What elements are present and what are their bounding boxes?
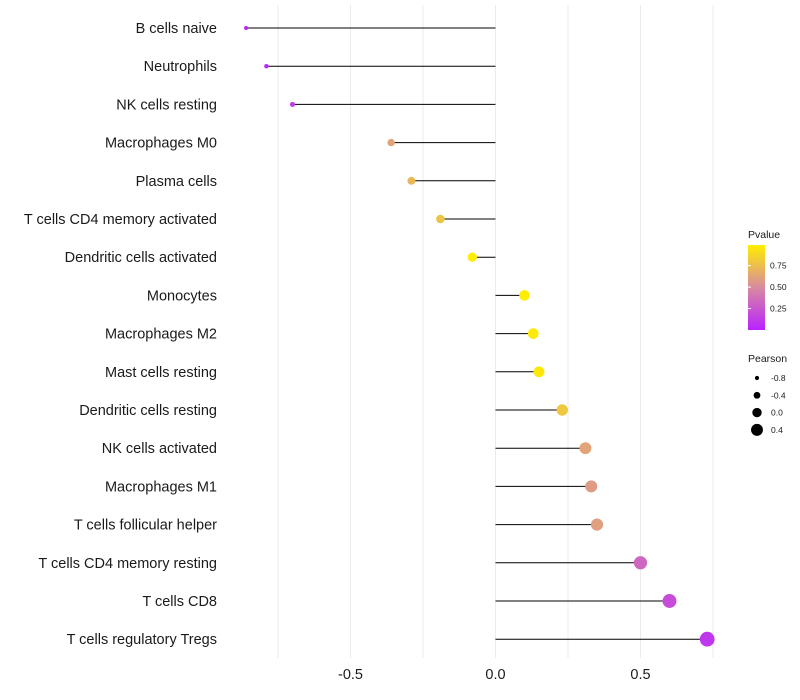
data-point: [585, 480, 598, 493]
data-point: [579, 442, 592, 455]
category-label: NK cells activated: [102, 441, 217, 457]
category-label: T cells CD8: [142, 594, 217, 610]
data-point: [662, 594, 677, 608]
pvalue-legend: Pvalue 0.25 0.50 0.75: [748, 229, 787, 330]
data-point: [556, 404, 568, 416]
data-point: [289, 101, 296, 107]
data-point: [244, 26, 249, 30]
data-point: [699, 631, 715, 647]
category-label: Dendritic cells activated: [65, 250, 217, 266]
grid-lines: [277, 5, 714, 658]
category-label: T cells CD4 memory resting: [38, 556, 217, 572]
data-point: [264, 63, 269, 69]
x-tick-label: 0.0: [485, 667, 505, 683]
category-label: NK cells resting: [116, 97, 217, 113]
pearson-legend-key: [752, 407, 762, 418]
pearson-legend: Pearson -0.8 -0.4 0.0 0.4: [748, 353, 787, 436]
category-label: Plasma cells: [136, 174, 217, 190]
pvalue-legend-label: 0.50: [770, 282, 787, 292]
category-label: Macrophages M1: [105, 479, 217, 495]
data-point: [533, 366, 545, 378]
category-label: T cells follicular helper: [74, 518, 217, 534]
pearson-legend-label: -0.4: [771, 390, 786, 400]
pearson-legend-label: 0.0: [771, 408, 783, 418]
data-point: [519, 290, 530, 301]
category-label: B cells naive: [136, 21, 217, 37]
category-label: Macrophages M0: [105, 136, 217, 152]
pearson-legend-key: [751, 423, 763, 436]
data-point: [633, 556, 648, 570]
category-labels: B cells naive Neutrophils NK cells resting…: [24, 21, 217, 648]
category-label: Monocytes: [147, 288, 217, 304]
pearson-legend-key: [753, 391, 761, 399]
pvalue-legend-label: 0.25: [770, 304, 787, 314]
lollipop-stems: [246, 27, 708, 640]
pearson-legend-title: Pearson: [748, 353, 787, 365]
data-point: [436, 214, 445, 224]
x-tick-label: 0.5: [630, 667, 650, 683]
pearson-legend-label: -0.8: [771, 373, 786, 383]
pearson-legend-label: 0.4: [771, 425, 783, 435]
data-point: [467, 252, 477, 262]
pvalue-legend-label: 0.75: [770, 261, 787, 271]
data-point: [407, 176, 416, 185]
x-axis-ticks: -0.5 0.0 0.5: [338, 667, 651, 683]
category-label: T cells CD4 memory activated: [24, 212, 217, 228]
pvalue-colorbar: [748, 245, 765, 330]
category-label: Mast cells resting: [105, 365, 217, 381]
category-label: Macrophages M2: [105, 327, 217, 343]
lollipop-points: [244, 26, 715, 647]
data-point: [387, 138, 395, 147]
x-tick-label: -0.5: [338, 667, 363, 683]
data-point: [590, 518, 604, 531]
data-point: [527, 328, 539, 339]
pvalue-legend-title: Pvalue: [748, 229, 780, 241]
category-label: T cells regulatory Tregs: [67, 632, 217, 648]
pearson-legend-key: [754, 375, 760, 381]
category-label: Neutrophils: [144, 59, 217, 75]
category-label: Dendritic cells resting: [79, 403, 217, 419]
